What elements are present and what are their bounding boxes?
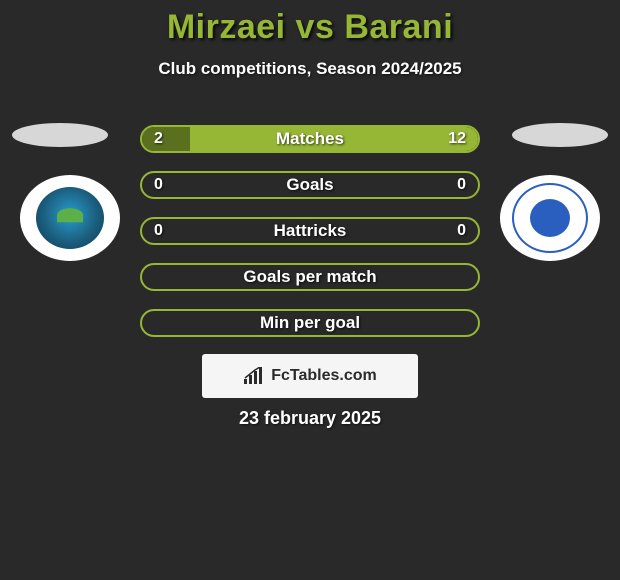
stat-bars-container: 212Matches 00Goals 00Hattricks Goals per ma… — [140, 125, 480, 355]
comparison-date: 23 february 2025 — [0, 408, 620, 429]
stat-row: 212Matches — [140, 125, 480, 153]
stat-label: Goals — [142, 175, 478, 195]
left-club-logo — [20, 175, 120, 261]
stat-label: Hattricks — [142, 221, 478, 241]
left-player-silhouette — [12, 123, 108, 147]
right-club-badge-icon — [512, 183, 588, 253]
brand-text: FcTables.com — [271, 367, 377, 385]
right-player-silhouette — [512, 123, 608, 147]
brand-chart-icon — [243, 367, 265, 385]
left-club-badge-icon — [36, 187, 104, 249]
stat-row: Goals per match — [140, 263, 480, 291]
stat-label: Matches — [142, 129, 478, 149]
comparison-subtitle: Club competitions, Season 2024/2025 — [0, 59, 620, 79]
stat-row: Min per goal — [140, 309, 480, 337]
brand-badge: FcTables.com — [202, 354, 418, 398]
comparison-title: Mirzaei vs Barani — [0, 0, 620, 47]
stat-label: Goals per match — [142, 267, 478, 287]
stat-label: Min per goal — [142, 313, 478, 333]
right-club-logo — [500, 175, 600, 261]
stat-row: 00Goals — [140, 171, 480, 199]
stat-row: 00Hattricks — [140, 217, 480, 245]
